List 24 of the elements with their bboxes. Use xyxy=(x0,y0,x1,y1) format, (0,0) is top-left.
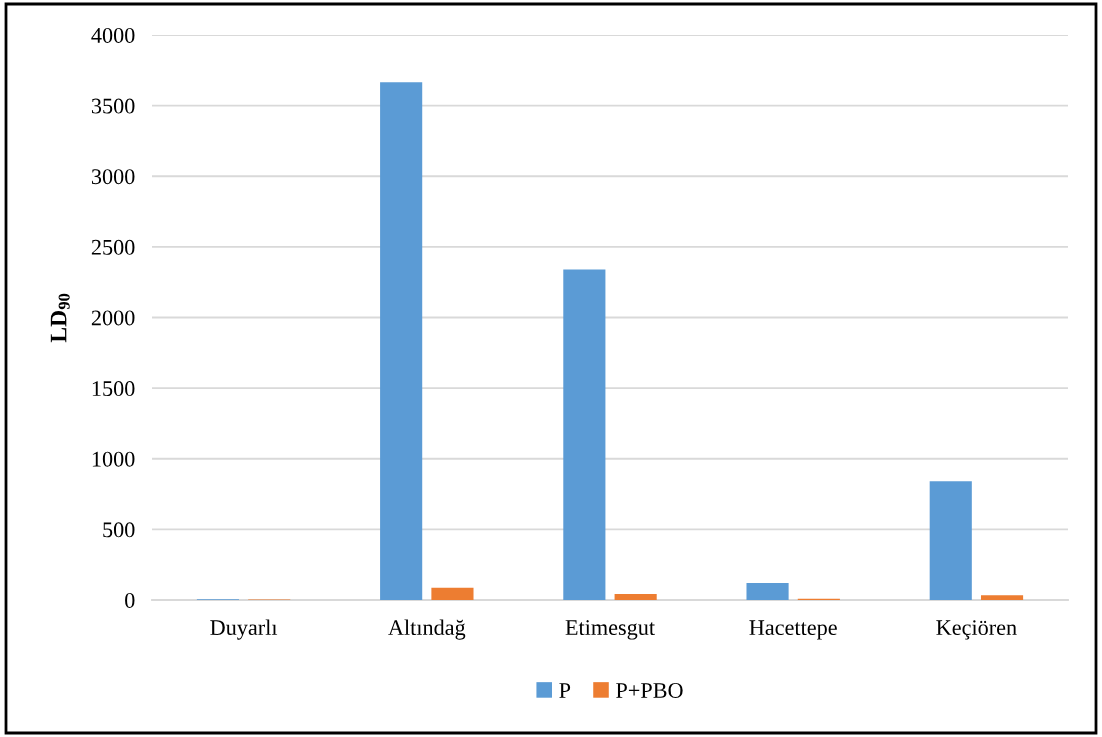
y-tick-label: 0 xyxy=(125,592,135,608)
bar xyxy=(980,595,1024,600)
y-tick-label: 1500 xyxy=(92,381,135,397)
bar xyxy=(563,269,606,600)
x-tick-label: Etimesgut xyxy=(565,620,655,640)
bar xyxy=(380,82,423,600)
x-tick-label: Keçiören xyxy=(936,620,1017,640)
y-tick-label: 3500 xyxy=(91,98,135,114)
y-tick-label: 1000 xyxy=(92,451,135,467)
y-tick-label: 2500 xyxy=(91,239,135,255)
bar xyxy=(929,481,972,600)
bar xyxy=(746,583,789,600)
y-tick-label: 4000 xyxy=(91,27,135,43)
bar xyxy=(431,587,474,600)
x-tick-label: Duyarlı xyxy=(210,619,278,640)
y-tick-label: 3000 xyxy=(91,169,135,185)
y-tick-label: 500 xyxy=(103,522,135,538)
y-axis-title: LD$_{90}$ xyxy=(50,293,70,343)
x-tick-label: Altındağ xyxy=(388,619,466,640)
y-tick-label: 2000 xyxy=(91,310,135,326)
bar xyxy=(614,594,657,600)
x-tick-label: Hacettepe xyxy=(749,620,837,640)
legend-label: P+PBO xyxy=(616,682,683,698)
legend-label: P xyxy=(559,683,571,698)
